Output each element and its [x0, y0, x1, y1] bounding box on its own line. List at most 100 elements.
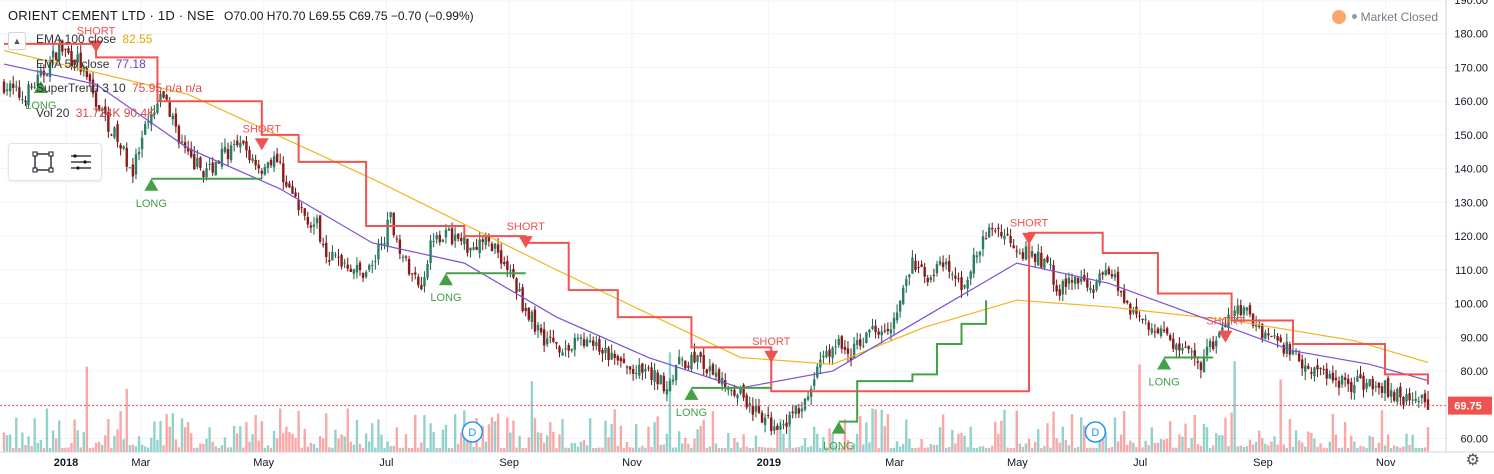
indicator-ema100[interactable]: EMA 100 close 82.55 [36, 32, 152, 46]
volume-bar [727, 432, 730, 452]
volume-bar [101, 444, 104, 452]
candle-body [294, 192, 297, 197]
candle-body [981, 236, 985, 250]
indicator-supertrend[interactable]: SuperTrend 3 10 75.95 n/a n/a [36, 81, 202, 95]
chevron-up-icon[interactable]: ▲ [8, 32, 26, 50]
candle-body [871, 325, 874, 329]
gear-icon[interactable]: ⚙ [1465, 452, 1480, 469]
price-axis-bg [1446, 0, 1494, 474]
candle-body [846, 348, 850, 354]
volume-bar [147, 447, 150, 452]
candle-body [18, 87, 21, 98]
candle-body [328, 260, 331, 262]
volume-bar [85, 366, 89, 452]
candle-body [463, 236, 466, 245]
volume-bar [368, 441, 371, 452]
volume-bar [380, 434, 383, 452]
volume-value: 31.724K 90.4K [75, 106, 156, 120]
volume-bar [923, 448, 926, 452]
volume-bar [460, 432, 463, 452]
volume-bar [401, 447, 405, 452]
volume-bar [190, 433, 193, 452]
volume-bar [1172, 447, 1175, 452]
candle-body [1396, 388, 1399, 402]
candle-body [1021, 252, 1025, 259]
candle-body [800, 408, 804, 412]
volume-bar [214, 446, 217, 452]
candle-body [1300, 359, 1304, 369]
symbol-title[interactable]: ORIENT CEMENT LTD · 1D · NSE [8, 8, 215, 23]
candle-body [1282, 344, 1285, 354]
candle-body [813, 379, 816, 386]
candle-body [1399, 386, 1402, 398]
volume-bar [420, 442, 423, 452]
volume-bar [720, 447, 724, 452]
price-tick-label: 100.00 [1454, 299, 1488, 311]
volume-bar [503, 447, 506, 452]
candle-body [441, 239, 445, 243]
candle-body [1150, 328, 1153, 333]
candle-body [1307, 366, 1310, 369]
time-axis[interactable]: 2018 Mar May Jul Sep Nov 2019 Mar May Jul Sep Nov [0, 451, 1494, 469]
candle-body [662, 375, 666, 392]
candle-body [779, 426, 782, 429]
price-axis[interactable]: 190.00 180.00 170.00 160.00 150.00 140.00 130.… [1445, 0, 1494, 474]
volume-bar [82, 432, 85, 452]
volume-bar [653, 422, 656, 452]
candle-body [797, 408, 801, 414]
candle-body [1162, 329, 1166, 332]
candle-body [450, 228, 454, 245]
candle-body [1374, 386, 1378, 388]
candle-body [868, 329, 871, 333]
candle-body [635, 372, 638, 374]
volume-bar [859, 415, 862, 452]
candle-body [45, 74, 49, 77]
candle-body [975, 255, 979, 258]
candle-body [889, 329, 893, 334]
candle-body [251, 158, 254, 161]
volume-bar [79, 447, 82, 452]
candle-body [1037, 251, 1040, 266]
long-label: LONG [1148, 377, 1179, 389]
volume-bar [585, 445, 589, 452]
candle-body [984, 238, 988, 240]
candle-body [831, 347, 834, 358]
candle-body [515, 278, 518, 293]
candle-body [395, 238, 399, 240]
volume-bar [15, 417, 18, 452]
supertrend-value: 75.95 n/a n/a [131, 81, 203, 95]
volume-bar [1245, 446, 1249, 452]
indicator-ema50[interactable]: EMA 50 close 77.18 [36, 57, 146, 71]
time-tick-label: Mar [885, 457, 904, 469]
indicator-volume[interactable]: Vol 20 31.724K 90.4K [36, 106, 155, 120]
rectangle-tool-icon[interactable] [31, 150, 55, 174]
text-lines-icon[interactable] [69, 150, 93, 174]
candle-body [1393, 392, 1396, 401]
volume-bar [496, 413, 500, 452]
volume-bar [1049, 447, 1052, 452]
candle-body [865, 332, 868, 344]
candle-body [914, 260, 917, 271]
candle-body [601, 349, 604, 354]
exchange-status-icon[interactable] [1331, 10, 1346, 24]
time-tick-label: 2018 [54, 457, 78, 469]
long-arrow-icon [684, 387, 699, 400]
volume-bar [1426, 427, 1430, 452]
status-dot-icon [1351, 14, 1357, 19]
candle-body [1080, 278, 1083, 282]
volume-bar [929, 444, 933, 452]
volume-bar [113, 435, 116, 452]
volume-bar [1393, 445, 1396, 452]
candle-body [94, 92, 98, 107]
volume-bar [481, 425, 484, 452]
volume-bar [530, 381, 534, 452]
candle-body [1169, 335, 1172, 340]
volume-bar [45, 408, 49, 452]
ema100-value: 82.55 [122, 32, 153, 46]
volume-bar [677, 431, 681, 452]
candle-body [122, 146, 125, 149]
candle-body [1049, 263, 1052, 265]
volume-bar [251, 434, 254, 452]
volume-bar [837, 447, 840, 452]
